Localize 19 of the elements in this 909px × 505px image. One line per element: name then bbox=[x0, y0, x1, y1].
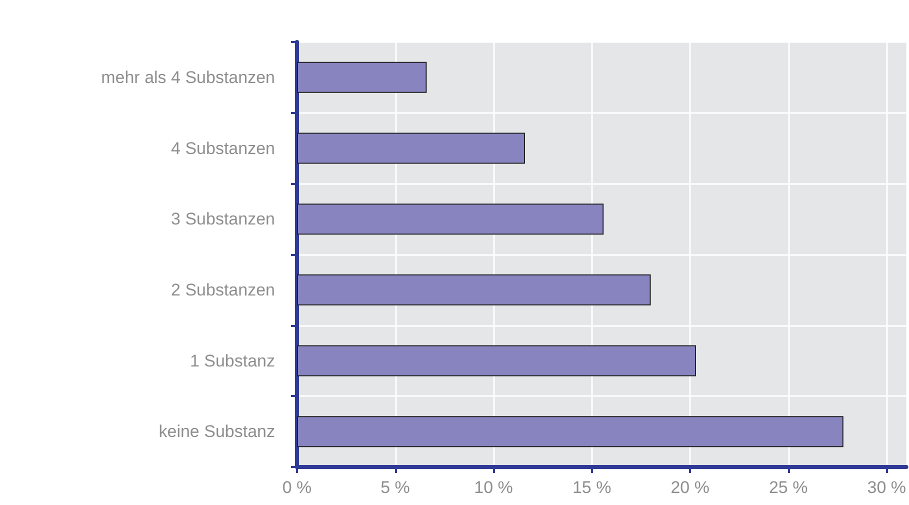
x-tick-label: 10 % bbox=[474, 478, 513, 497]
x-tick-label: 15 % bbox=[572, 478, 612, 497]
bar bbox=[297, 62, 427, 93]
y-tick-label: mehr als 4 Substanzen bbox=[101, 68, 275, 87]
x-tick-label: 30 % bbox=[867, 478, 906, 497]
y-tick-label: 4 Substanzen bbox=[171, 138, 275, 158]
x-tick-label: 5 % bbox=[380, 478, 410, 497]
x-tick-label: 25 % bbox=[768, 478, 808, 497]
bar bbox=[297, 274, 651, 306]
bar bbox=[297, 345, 696, 376]
x-tick-label: 0 % bbox=[282, 478, 312, 497]
y-tick-label: 3 Substanzen bbox=[171, 210, 275, 229]
y-tick-label: 1 Substanz bbox=[190, 351, 275, 370]
bar bbox=[297, 132, 525, 164]
y-tick-label: 2 Substanzen bbox=[171, 280, 275, 300]
bar bbox=[297, 204, 604, 235]
bar bbox=[297, 416, 844, 448]
y-tick-label: keine Substanz bbox=[158, 422, 275, 442]
x-tick-label: 20 % bbox=[670, 478, 710, 497]
